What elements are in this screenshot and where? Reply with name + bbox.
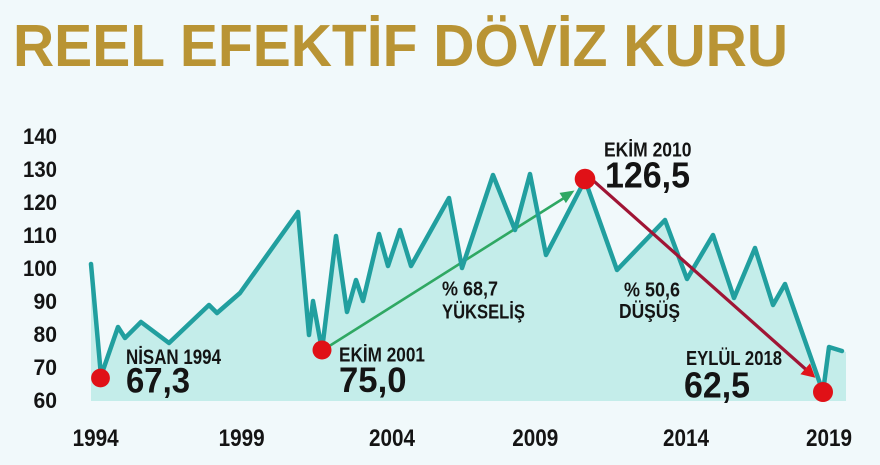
svg-text:140: 140 [23, 124, 57, 149]
svg-text:120: 120 [23, 190, 57, 215]
svg-text:EYLÜL 2018: EYLÜL 2018 [686, 347, 782, 370]
svg-text:100: 100 [23, 256, 57, 281]
svg-text:110: 110 [23, 223, 57, 248]
svg-text:2014: 2014 [663, 425, 710, 452]
svg-text:130: 130 [23, 157, 57, 182]
svg-text:80: 80 [34, 322, 58, 347]
svg-text:2004: 2004 [369, 425, 416, 452]
svg-text:67,3: 67,3 [126, 362, 190, 401]
svg-text:62,5: 62,5 [684, 365, 750, 406]
svg-text:70: 70 [34, 355, 58, 380]
svg-text:EKİM 2001: EKİM 2001 [339, 344, 425, 367]
svg-text:% 68,7: % 68,7 [442, 278, 498, 301]
svg-text:EKİM 2010: EKİM 2010 [604, 139, 692, 162]
svg-text:% 50,6: % 50,6 [624, 279, 680, 302]
svg-text:75,0: 75,0 [339, 360, 407, 400]
svg-text:2009: 2009 [512, 425, 558, 452]
svg-text:60: 60 [34, 388, 58, 413]
svg-text:1999: 1999 [219, 425, 265, 452]
svg-text:YÜKSELİŞ: YÜKSELİŞ [442, 301, 525, 324]
svg-text:2019: 2019 [806, 425, 852, 452]
svg-text:1994: 1994 [73, 425, 120, 452]
svg-text:NİSAN 1994: NİSAN 1994 [126, 346, 221, 369]
svg-text:90: 90 [34, 289, 58, 314]
svg-text:126,5: 126,5 [605, 155, 690, 196]
svg-text:REEL EFEKTİF DÖVİZ KURU: REEL EFEKTİF DÖVİZ KURU [13, 13, 788, 79]
svg-text:DÜŞÜŞ: DÜŞÜŞ [619, 300, 680, 323]
